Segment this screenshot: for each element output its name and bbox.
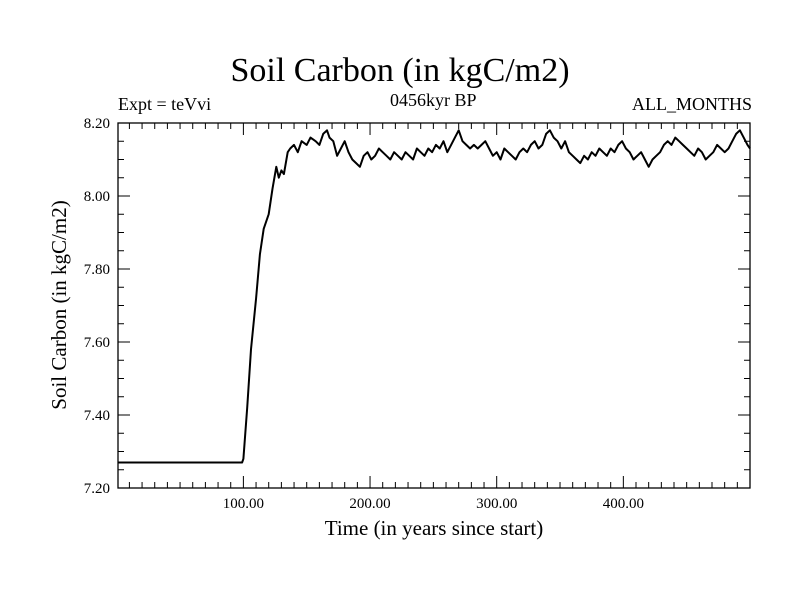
x-tick-label: 300.00 xyxy=(476,496,517,512)
x-tick-label: 100.00 xyxy=(223,496,264,512)
months-label: ALL_MONTHS xyxy=(632,94,752,114)
y-tick-label: 7.80 xyxy=(84,262,110,278)
y-tick-label: 8.00 xyxy=(84,189,110,205)
x-tick-label: 200.00 xyxy=(349,496,390,512)
y-tick-label: 7.20 xyxy=(84,481,110,497)
soil-carbon-series-line xyxy=(118,129,751,464)
y-tick-label: 8.20 xyxy=(84,116,110,132)
experiment-label: Expt = teVvi xyxy=(118,94,212,114)
y-tick-label: 7.60 xyxy=(84,335,110,351)
y-tick-label: 7.40 xyxy=(84,408,110,424)
chart-title: Soil Carbon (in kgC/m2) xyxy=(230,52,570,89)
x-axis-title: Time (in years since start) xyxy=(325,516,544,540)
x-tick-label: 400.00 xyxy=(603,496,644,512)
plot-frame xyxy=(117,122,751,489)
period-label: 0456kyr BP xyxy=(390,90,477,110)
y-axis-title: Soil Carbon (in kgC/m2) xyxy=(47,200,71,409)
